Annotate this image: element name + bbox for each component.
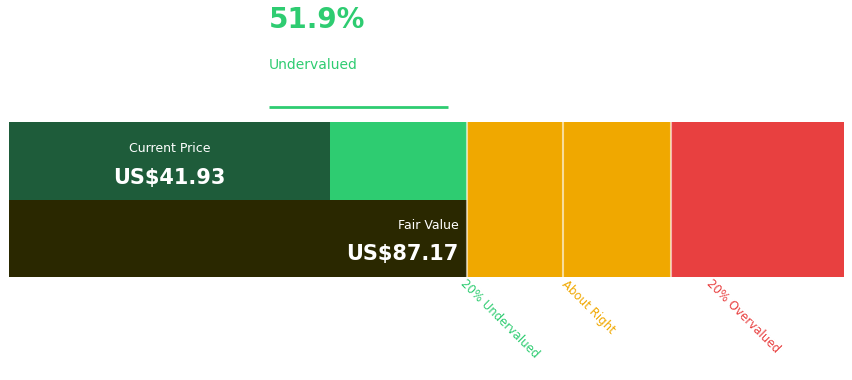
Text: 51.9%: 51.9%: [268, 6, 365, 34]
Bar: [671, 122, 843, 277]
Bar: [9, 122, 466, 277]
Bar: [466, 122, 562, 277]
Text: US$87.17: US$87.17: [346, 244, 458, 264]
Bar: [562, 122, 671, 277]
Text: Undervalued: Undervalued: [268, 59, 357, 72]
Bar: [9, 200, 466, 277]
Bar: [9, 122, 330, 200]
Text: Current Price: Current Price: [129, 142, 210, 155]
Text: 20% Overvalued: 20% Overvalued: [703, 277, 781, 356]
Text: 20% Undervalued: 20% Undervalued: [457, 277, 540, 361]
Text: US$41.93: US$41.93: [113, 168, 226, 188]
Text: Fair Value: Fair Value: [397, 220, 458, 233]
Text: About Right: About Right: [558, 277, 617, 336]
